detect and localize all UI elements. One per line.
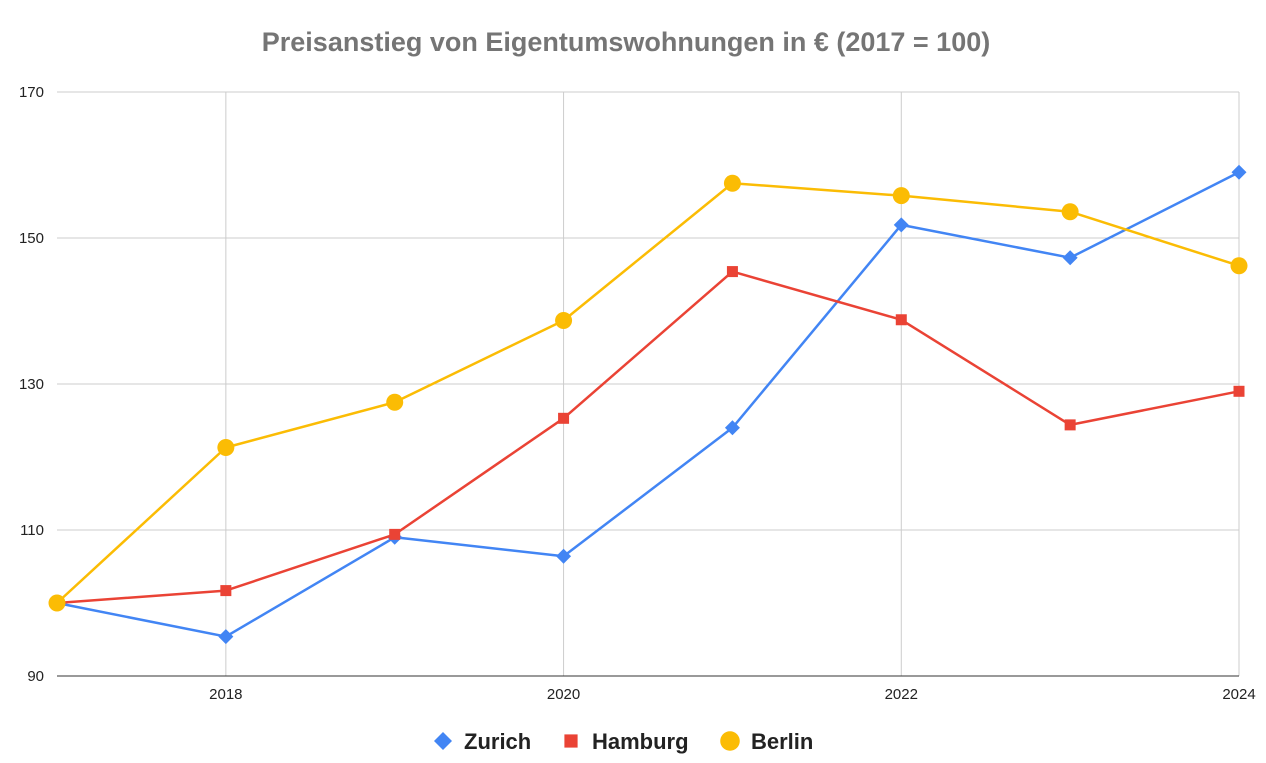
data-point-zurich xyxy=(218,629,234,645)
data-point-zurich xyxy=(1062,250,1078,266)
chart-title: Preisanstieg von Eigentumswohnungen in €… xyxy=(262,27,990,57)
x-tick-label: 2018 xyxy=(209,686,242,703)
legend-label-berlin: Berlin xyxy=(751,729,813,754)
x-tick-label: 2024 xyxy=(1222,686,1255,703)
data-point-berlin xyxy=(723,174,741,192)
data-point-hamburg xyxy=(1233,385,1245,397)
series-group xyxy=(48,164,1248,645)
legend-marker-zurich xyxy=(434,732,452,750)
data-point-berlin xyxy=(1061,203,1079,221)
data-point-zurich xyxy=(724,420,740,436)
legend-marker-berlin xyxy=(720,731,740,751)
data-point-berlin xyxy=(1230,257,1248,275)
x-tick-label: 2022 xyxy=(885,686,918,703)
legend-label-hamburg: Hamburg xyxy=(592,729,689,754)
y-tick-label: 110 xyxy=(20,522,44,539)
legend-item-berlin: Berlin xyxy=(720,729,813,754)
legend-item-hamburg: Hamburg xyxy=(564,729,689,754)
series-line-zurich xyxy=(56,171,1240,638)
data-point-hamburg xyxy=(726,266,738,278)
series-zurich xyxy=(49,164,1247,645)
legend-item-zurich: Zurich xyxy=(434,729,531,754)
y-tick-label: 170 xyxy=(19,84,44,101)
axes: 90 110 130 150 170 2018 2020 2022 2024 xyxy=(19,84,1256,703)
series-berlin xyxy=(48,174,1248,612)
data-point-hamburg xyxy=(1064,419,1076,431)
data-point-berlin xyxy=(217,439,235,457)
legend: Zurich Hamburg Berlin xyxy=(434,729,813,754)
data-point-hamburg xyxy=(895,314,907,326)
data-point-berlin xyxy=(892,187,910,205)
y-tick-label: 130 xyxy=(19,376,44,393)
series-hamburg xyxy=(51,266,1245,609)
data-point-hamburg xyxy=(389,528,401,540)
data-point-berlin xyxy=(386,393,404,411)
x-tick-label: 2020 xyxy=(547,686,580,703)
data-point-berlin xyxy=(48,594,66,612)
legend-marker-hamburg xyxy=(564,734,578,748)
y-tick-label: 150 xyxy=(19,230,44,247)
data-point-berlin xyxy=(555,311,573,329)
series-line-berlin xyxy=(56,182,1240,604)
data-point-hamburg xyxy=(220,585,232,597)
data-point-hamburg xyxy=(558,412,570,424)
data-point-zurich xyxy=(893,217,909,233)
data-point-zurich xyxy=(1231,164,1247,180)
y-tick-label: 90 xyxy=(27,668,44,685)
data-point-zurich xyxy=(556,548,572,564)
series-line-hamburg xyxy=(56,270,1240,605)
legend-label-zurich: Zurich xyxy=(464,729,531,754)
